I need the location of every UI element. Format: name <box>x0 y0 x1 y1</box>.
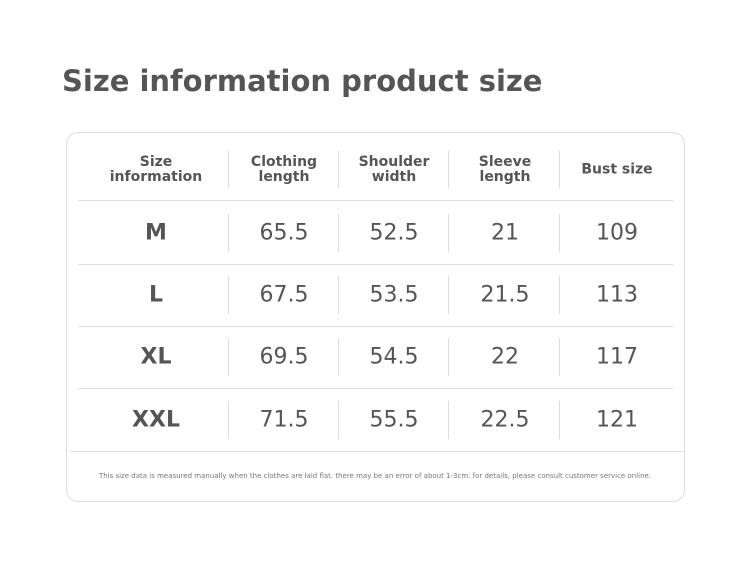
title: Size information product size <box>62 64 543 98</box>
footnote: This size data is measured manually when… <box>98 472 652 480</box>
size-label: XXL <box>132 407 180 433</box>
column-header: Clothing length <box>250 154 318 185</box>
column-header: Size information <box>109 154 203 185</box>
divider <box>448 338 449 376</box>
divider <box>448 401 449 439</box>
size-value: 67.5 <box>259 282 309 308</box>
size-value: 121 <box>596 407 638 433</box>
divider <box>228 338 229 376</box>
divider <box>559 276 560 314</box>
divider <box>228 401 229 439</box>
column-header: Bust size <box>581 161 653 178</box>
divider <box>559 338 560 376</box>
divider <box>338 401 339 439</box>
size-value: 21 <box>491 220 519 246</box>
divider <box>228 214 229 252</box>
divider <box>228 151 229 188</box>
size-label: M <box>145 220 167 246</box>
size-label: L <box>148 282 164 308</box>
divider <box>448 151 449 188</box>
divider <box>338 151 339 188</box>
separator <box>78 200 673 201</box>
divider <box>338 338 339 376</box>
separator <box>78 264 673 265</box>
size-value: 117 <box>596 344 638 370</box>
divider <box>338 276 339 314</box>
size-value: 54.5 <box>369 344 419 370</box>
separator <box>78 388 673 389</box>
size-value: 55.5 <box>369 407 419 433</box>
column-header: Shoulder width <box>358 154 430 185</box>
size-value: 113 <box>596 282 638 308</box>
separator <box>70 451 683 452</box>
size-value: 22.5 <box>480 407 530 433</box>
divider <box>448 214 449 252</box>
divider <box>559 151 560 188</box>
column-header: Sleeve length <box>478 154 532 185</box>
divider <box>338 214 339 252</box>
size-table <box>66 132 685 502</box>
size-label: XL <box>140 344 172 370</box>
divider <box>228 276 229 314</box>
size-value: 65.5 <box>259 220 309 246</box>
size-value: 69.5 <box>259 344 309 370</box>
size-value: 21.5 <box>480 282 530 308</box>
size-value: 53.5 <box>369 282 419 308</box>
size-value: 71.5 <box>259 407 309 433</box>
divider <box>448 276 449 314</box>
size-value: 109 <box>596 220 638 246</box>
size-value: 52.5 <box>369 220 419 246</box>
divider <box>559 401 560 439</box>
size-value: 22 <box>491 344 519 370</box>
divider <box>559 214 560 252</box>
separator <box>78 326 673 327</box>
